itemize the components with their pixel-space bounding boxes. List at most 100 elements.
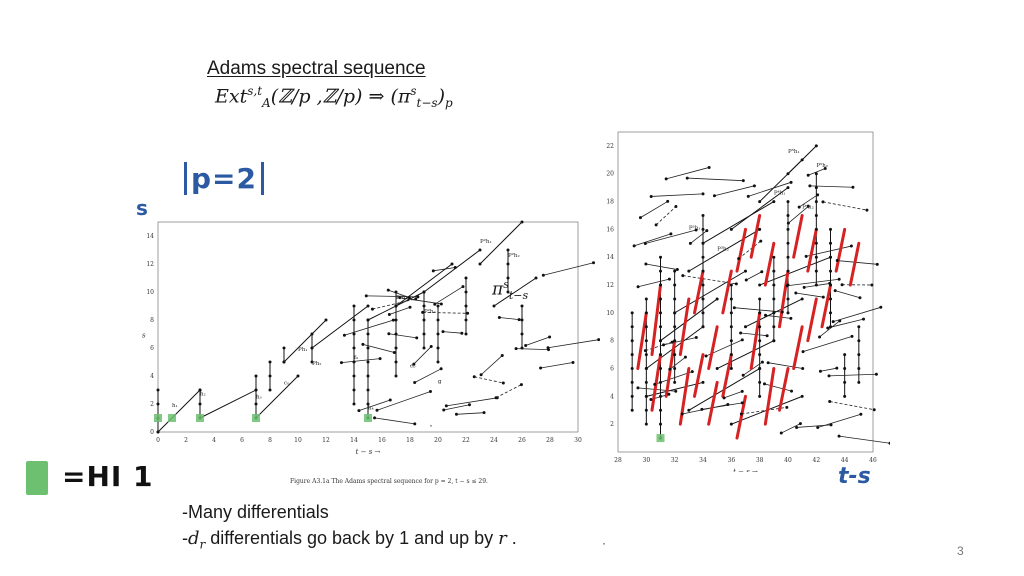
class-dot	[766, 361, 770, 365]
class-dot	[701, 380, 705, 384]
chart-ticks: 28 30 32 34 36 38 40 42 44 46246810121416182022t …	[606, 143, 877, 472]
class-dot	[597, 338, 600, 342]
class-dot	[789, 316, 793, 320]
ext-symbol: Ext	[215, 85, 248, 108]
class-dot	[823, 166, 827, 170]
class-dot	[814, 241, 818, 245]
pi-symbol: π	[492, 279, 504, 300]
class-dot	[814, 227, 818, 231]
lattice-line	[480, 355, 503, 376]
lattice-line	[637, 278, 670, 288]
class-dot	[729, 283, 733, 287]
class-dot	[888, 441, 890, 445]
differential-arrow	[735, 394, 747, 440]
class-dot	[632, 244, 636, 248]
class-dot	[653, 382, 657, 386]
class-dot	[806, 173, 810, 177]
class-dot	[673, 325, 677, 329]
lattice-line	[388, 289, 410, 298]
class-dot	[366, 304, 370, 308]
class-dot	[814, 213, 818, 217]
class-dot	[644, 367, 648, 371]
x-tick-label: 20	[434, 437, 442, 444]
differential-arrow	[763, 241, 776, 287]
r-symbol: r	[498, 528, 507, 549]
highlight-square	[196, 414, 204, 422]
lattice-line	[525, 336, 550, 346]
class-dot	[838, 319, 842, 323]
differential-arrow	[650, 283, 662, 357]
p-subscript: p	[445, 96, 453, 111]
class-dot	[659, 408, 662, 412]
class-dot	[444, 404, 448, 408]
bullet-text: differentials go back by 1 and up by	[205, 528, 499, 548]
class-dot	[431, 269, 435, 273]
class-dot	[673, 353, 677, 357]
class-dot	[779, 431, 783, 435]
class-dot	[858, 296, 862, 300]
class-dot	[772, 200, 776, 204]
x-tick-label: 22	[462, 437, 470, 444]
class-dot	[422, 346, 426, 350]
x-tick-label: 24	[490, 437, 498, 444]
lattice-line	[540, 362, 574, 369]
y-tick-label: 18	[606, 199, 614, 206]
class-dot	[644, 353, 648, 357]
class-dot	[729, 325, 733, 329]
chart-ticks: 0 2 4 6 8 10 12 14 16 18 20 22 24 26 28 3002468101214t …	[142, 233, 582, 456]
class-dot	[357, 409, 361, 413]
lattice-line	[690, 230, 708, 244]
class-dot	[828, 400, 832, 404]
lattice-line	[442, 331, 462, 334]
lattice-line	[372, 298, 416, 310]
class-dot	[857, 353, 861, 357]
class-dot	[370, 307, 374, 311]
y-tick-label: 20	[606, 171, 614, 178]
x-tick-label: 0	[156, 437, 160, 444]
class-dot	[659, 311, 662, 315]
class-dot	[339, 361, 343, 365]
class-dot	[849, 244, 853, 248]
class-dot	[687, 269, 691, 273]
class-dot	[797, 205, 801, 209]
class-dot	[843, 380, 847, 384]
s-axis-annotation: s	[136, 196, 148, 220]
class-dot	[675, 268, 679, 272]
class-dot	[453, 265, 457, 269]
class-dot	[413, 381, 417, 385]
differential-arrow	[820, 283, 832, 329]
class-dot	[758, 283, 762, 287]
class-dot	[715, 367, 719, 371]
class-dot	[388, 398, 392, 402]
differential-arrow	[763, 367, 776, 426]
lattice-line	[663, 337, 697, 346]
class-dot	[644, 422, 648, 426]
class-dot	[772, 255, 776, 259]
lattice-line	[434, 286, 464, 305]
x-tick-label: 16	[378, 437, 386, 444]
class-dot	[694, 335, 698, 339]
class-dot	[694, 228, 698, 232]
class-dot	[482, 411, 486, 415]
class-dot	[837, 434, 841, 438]
class-dot	[659, 380, 662, 384]
class-dot	[772, 297, 776, 301]
lattice-line	[344, 319, 394, 336]
class-dot	[644, 297, 648, 301]
lattice-line	[808, 168, 826, 176]
highlight-square	[252, 414, 260, 422]
lattice-line	[388, 333, 417, 339]
highlight-square	[364, 414, 372, 422]
class-dot	[786, 269, 790, 273]
class-dot	[758, 394, 762, 398]
differential-arrow	[792, 213, 804, 259]
lattice-line	[640, 201, 668, 218]
x-axis-label: t − s →	[356, 448, 381, 456]
product-line	[311, 305, 369, 349]
class-dot	[520, 220, 524, 224]
lattice-line	[839, 435, 890, 444]
class-dot	[786, 255, 790, 259]
class-dot	[683, 355, 687, 359]
class-dot	[436, 304, 440, 308]
differential-arrow	[778, 269, 790, 329]
